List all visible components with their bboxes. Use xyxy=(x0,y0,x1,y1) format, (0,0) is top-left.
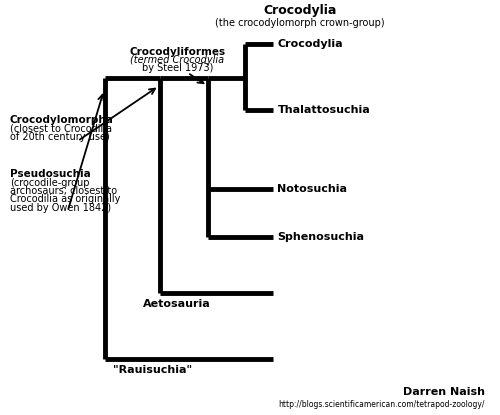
Text: Crocodilia as originally: Crocodilia as originally xyxy=(10,194,120,204)
Text: of 20th century use): of 20th century use) xyxy=(10,132,110,142)
Text: (closest to Crocodilia: (closest to Crocodilia xyxy=(10,124,112,134)
Text: Notosuchia: Notosuchia xyxy=(278,184,347,194)
Text: Sphenosuchia: Sphenosuchia xyxy=(278,232,364,242)
Text: Crocodylia: Crocodylia xyxy=(264,4,336,17)
Text: Crocodyliformes: Crocodyliformes xyxy=(130,47,226,57)
Text: (termed Crocodylia: (termed Crocodylia xyxy=(130,55,224,65)
Text: (crocodile-group: (crocodile-group xyxy=(10,178,90,188)
Text: (the crocodylomorph crown-group): (the crocodylomorph crown-group) xyxy=(215,18,385,28)
Text: Crocodylia: Crocodylia xyxy=(278,39,343,49)
Text: "Rauisuchia": "Rauisuchia" xyxy=(112,365,192,375)
Text: archosaurs; closest to: archosaurs; closest to xyxy=(10,186,117,196)
Text: Pseudosuchia: Pseudosuchia xyxy=(10,169,91,179)
Text: Crocodylomorpha: Crocodylomorpha xyxy=(10,115,114,125)
Text: Thalattosuchia: Thalattosuchia xyxy=(278,105,370,115)
Text: by Steel 1973): by Steel 1973) xyxy=(142,63,213,73)
Text: used by Owen 1842): used by Owen 1842) xyxy=(10,203,111,212)
Text: Darren Naish: Darren Naish xyxy=(403,387,485,397)
Text: http://blogs.scientificamerican.com/tetrapod-zoology/: http://blogs.scientificamerican.com/tetr… xyxy=(278,400,485,409)
Text: Aetosauria: Aetosauria xyxy=(142,299,210,309)
